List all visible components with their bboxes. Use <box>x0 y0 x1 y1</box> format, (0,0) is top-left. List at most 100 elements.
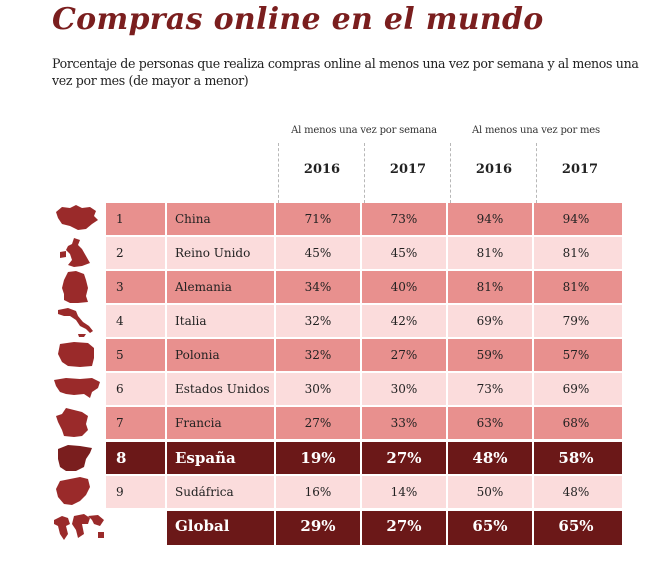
row-separator <box>274 476 276 508</box>
row-separator <box>274 407 276 439</box>
row-separator <box>532 271 534 303</box>
column-group-weekly: Al menos una vez por semana <box>291 125 437 136</box>
row-separator <box>446 203 448 235</box>
column-group-monthly: Al menos una vez por mes <box>472 125 600 136</box>
row-separator <box>274 271 276 303</box>
row-separator <box>360 305 362 337</box>
rank-cell: 4 <box>116 314 124 328</box>
value-week2016: 71% <box>304 212 332 226</box>
global-row: Global 29% 27% 65% 65% <box>167 511 622 545</box>
value-month2016: 81% <box>476 246 504 260</box>
table-row: 4 Italia 32% 42% 69% 79% <box>106 305 622 337</box>
row-separator <box>165 271 167 303</box>
row-separator <box>165 442 167 474</box>
country-name: China <box>175 212 211 226</box>
row-separator <box>165 305 167 337</box>
row-separator <box>446 271 448 303</box>
value-month2016: 50% <box>476 485 504 499</box>
value-week2016: 16% <box>304 485 332 499</box>
country-name: Alemania <box>175 280 232 294</box>
value-month2017: 79% <box>562 314 590 328</box>
value-month2017: 57% <box>562 348 590 362</box>
table-row: 2 Reino Unido 45% 45% 81% 81% <box>106 237 622 269</box>
year-header-weekly-2017: 2017 <box>389 162 427 177</box>
value-month2017: 68% <box>562 416 590 430</box>
value-week2017: 30% <box>390 382 418 396</box>
global-label: Global <box>175 517 230 535</box>
value-month2016: 69% <box>476 314 504 328</box>
value-month2016: 94% <box>476 212 504 226</box>
row-separator <box>532 339 534 371</box>
value-week2017: 45% <box>390 246 418 260</box>
value-week2017: 27% <box>386 449 422 467</box>
value-month2017: 69% <box>562 382 590 396</box>
row-separator <box>446 407 448 439</box>
italy-map-icon <box>52 304 100 338</box>
row-separator <box>274 339 276 371</box>
rank-cell: 1 <box>116 212 124 226</box>
country-name: España <box>175 449 236 467</box>
value-month2017: 94% <box>562 212 590 226</box>
row-separator <box>532 203 534 235</box>
column-divider <box>536 143 537 203</box>
row-separator <box>360 442 362 474</box>
row-separator <box>532 511 534 545</box>
year-header-monthly-2016: 2016 <box>475 162 513 177</box>
value-week2017: 42% <box>390 314 418 328</box>
row-separator <box>446 373 448 405</box>
value-week2016: 30% <box>304 382 332 396</box>
page-title: Compras online en el mundo <box>52 2 544 37</box>
value-month2016: 59% <box>476 348 504 362</box>
value-week2016: 34% <box>304 280 332 294</box>
rank-cell: 2 <box>116 246 124 260</box>
row-separator <box>274 511 276 545</box>
value-month2016: 48% <box>472 449 508 467</box>
value-month2016: 81% <box>476 280 504 294</box>
year-header-weekly-2016: 2016 <box>303 162 341 177</box>
row-separator <box>274 305 276 337</box>
table-row: 1 China 71% 73% 94% 94% <box>106 203 622 235</box>
row-separator <box>274 373 276 405</box>
table-row: 3 Alemania 34% 40% 81% 81% <box>106 271 622 303</box>
rank-cell: 6 <box>116 382 124 396</box>
row-separator <box>532 237 534 269</box>
row-separator <box>274 203 276 235</box>
row-separator <box>360 373 362 405</box>
global-value-month2016: 65% <box>472 517 508 535</box>
row-separator <box>360 511 362 545</box>
row-separator <box>446 511 448 545</box>
value-week2016: 27% <box>304 416 332 430</box>
row-separator <box>360 476 362 508</box>
row-separator <box>446 476 448 508</box>
country-name: Sudáfrica <box>175 485 234 499</box>
value-week2016: 32% <box>304 314 332 328</box>
row-separator <box>274 237 276 269</box>
south-africa-map-icon <box>52 475 100 509</box>
row-separator <box>532 305 534 337</box>
row-separator <box>532 373 534 405</box>
global-value-week2016: 29% <box>300 517 336 535</box>
table-row: 9 Sudáfrica 16% 14% 50% 48% <box>106 476 622 508</box>
value-week2016: 32% <box>304 348 332 362</box>
row-separator <box>446 339 448 371</box>
value-month2017: 58% <box>558 449 594 467</box>
poland-map-icon <box>52 338 100 372</box>
row-separator <box>165 237 167 269</box>
rank-cell: 7 <box>116 416 124 430</box>
germany-map-icon <box>52 270 100 304</box>
row-separator <box>165 407 167 439</box>
country-name: Italia <box>175 314 207 328</box>
row-separator <box>446 442 448 474</box>
row-separator <box>532 476 534 508</box>
country-name: Estados Unidos <box>175 382 270 396</box>
global-value-week2017: 27% <box>386 517 422 535</box>
uk-map-icon <box>52 236 100 270</box>
column-divider <box>364 143 365 203</box>
world-map-icon <box>52 510 108 544</box>
value-week2016: 19% <box>300 449 336 467</box>
row-separator <box>165 339 167 371</box>
value-week2017: 14% <box>390 485 418 499</box>
global-value-month2017: 65% <box>558 517 594 535</box>
country-name: Polonia <box>175 348 220 362</box>
value-month2017: 48% <box>562 485 590 499</box>
